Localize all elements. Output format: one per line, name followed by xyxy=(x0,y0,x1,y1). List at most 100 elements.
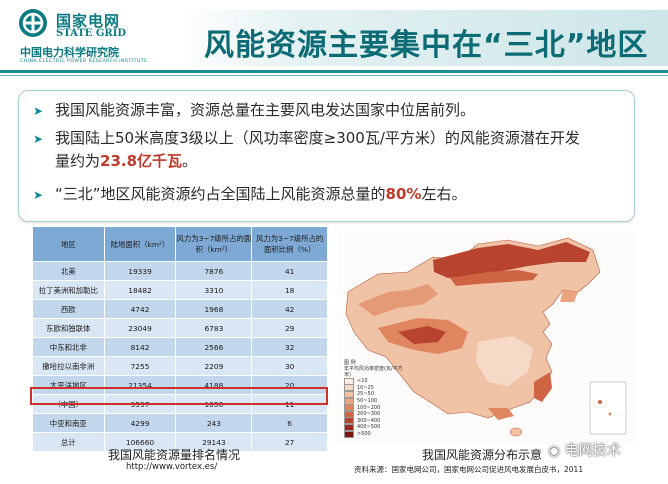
table-cell: 6 xyxy=(251,413,328,433)
table-cell: 拉丁美洲和加勒比 xyxy=(32,280,105,300)
legend-item: >500 xyxy=(344,430,408,438)
map-source: 资料来源：国家电网公司，国家电网公司促进风电发展白皮书，2011 xyxy=(354,465,584,474)
table-cell: 23049 xyxy=(103,318,177,338)
bullet-1: ➤ 我国风能资源丰富，资源总量在主要风电发达国家中位居前列。 xyxy=(33,99,475,122)
legend-label: 400~500 xyxy=(357,424,381,431)
table-cell: 8142 xyxy=(103,337,177,357)
table-cell: 27 xyxy=(251,432,328,452)
table-row: 西欧 4742 1968 42 xyxy=(32,299,328,319)
legend-swatch xyxy=(344,430,354,438)
table-cell: 总计 xyxy=(32,432,105,452)
table-cell: 18 xyxy=(251,280,328,300)
table-cell: 7876 xyxy=(175,261,253,281)
highlight-potential: 23.8亿千瓦 xyxy=(100,152,183,170)
table-cell: 西欧 xyxy=(32,299,105,319)
map-legend: 图 例 年平均风功率密度(瓦/平方米) <10 10~25 25~50 50~100 1… xyxy=(344,360,408,438)
table-cell: 东欧和独联体 xyxy=(32,318,105,338)
legend-label: 100~200 xyxy=(357,404,381,411)
bullet-arrow-icon: ➤ xyxy=(33,104,44,118)
legend-swatch xyxy=(344,377,354,385)
col-header: 风力为3~7级所占的面积比例（%） xyxy=(251,226,328,262)
legend-label: 10~25 xyxy=(357,384,374,391)
legend-label: 300~400 xyxy=(357,417,381,424)
legend-swatch xyxy=(344,423,354,431)
legend-item: 200~300 xyxy=(344,410,408,418)
china-row-highlight xyxy=(30,387,328,405)
table-cell: 19339 xyxy=(103,261,177,281)
table-row: 中亚和南亚 4299 243 6 xyxy=(32,413,328,433)
table-cell: 41 xyxy=(251,261,328,281)
legend-swatch xyxy=(344,417,354,425)
legend-swatch xyxy=(344,397,354,405)
legend-label: 50~100 xyxy=(357,398,378,405)
title-band xyxy=(180,10,668,66)
table-cell: 21354 xyxy=(103,375,177,395)
col-header: 风力为3~7级所占的面积（km²） xyxy=(175,226,253,262)
legend-item: 10~25 xyxy=(344,384,408,392)
legend-label: 200~300 xyxy=(357,411,381,418)
legend-label: <10 xyxy=(357,378,368,385)
bullet-arrow-icon: ➤ xyxy=(33,132,44,146)
state-grid-logo-icon xyxy=(19,9,47,37)
wind-resource-table: 地区 陆地面积（km²） 风力为3~7级所占的面积（km²） 风力为3~7级所占… xyxy=(32,226,328,452)
logo-cn-text: 国家电网 xyxy=(56,12,121,30)
legend-item: 25~50 xyxy=(344,390,408,398)
china-map-graphic xyxy=(338,232,636,444)
legend-label: 25~50 xyxy=(357,391,374,398)
table-cell: 2209 xyxy=(175,356,253,376)
table-cell: 106660 xyxy=(103,432,177,452)
table-cell: 32 xyxy=(251,337,328,357)
legend-item: <10 xyxy=(344,377,408,385)
map-caption: 我国风能资源分布示意 xyxy=(422,448,543,462)
header-divider-thin xyxy=(0,75,668,76)
table-cell: 4299 xyxy=(103,413,177,433)
bullet-3: ➤ “三北”地区风能资源约占全国陆上风能资源总量的80%左右。 xyxy=(33,183,466,206)
legend-item: 100~200 xyxy=(344,404,408,412)
table-cell: 3310 xyxy=(175,280,253,300)
table-cell: 中东和北非 xyxy=(32,337,105,357)
legend-swatch xyxy=(344,390,354,398)
table-cell: 撒哈拉以南非洲 xyxy=(32,356,105,376)
legend-title: 图 例 xyxy=(344,360,356,366)
table-cell: 中亚和南亚 xyxy=(32,413,105,433)
institute-name-en: CHINA ELECTRIC POWER RESEARCH INSTITUTE xyxy=(20,59,148,64)
table-row: 中东和北非 8142 2566 32 xyxy=(32,337,328,357)
table-cell: 29 xyxy=(251,318,328,338)
slide-title: 风能资源主要集中在“三北”地区 xyxy=(204,28,649,63)
table-row: 总计 106660 29143 27 xyxy=(32,432,328,452)
table-cell: 243 xyxy=(175,413,253,433)
table-row: 撒哈拉以南非洲 7255 2209 30 xyxy=(32,356,328,376)
table-cell: 1968 xyxy=(175,299,253,319)
watermark: ◉ 电网技术 xyxy=(548,443,621,459)
table-row: 拉丁美洲和加勒比 18482 3310 18 xyxy=(32,280,328,300)
table-header-row: 地区 陆地面积（km²） 风力为3~7级所占的面积（km²） 风力为3~7级所占… xyxy=(32,226,328,262)
china-wind-map: 图 例 年平均风功率密度(瓦/平方米) <10 10~25 25~50 50~100 1… xyxy=(338,232,636,444)
table-caption: 我国风能资源量排名情况 xyxy=(108,448,241,462)
col-header: 陆地面积（km²） xyxy=(103,226,177,262)
highlight-percent: 80% xyxy=(385,185,422,203)
legend-swatch xyxy=(344,384,354,392)
table-row: 东欧和独联体 23049 6783 29 xyxy=(32,318,328,338)
header-divider xyxy=(0,70,668,73)
legend-subtitle: 年平均风功率密度(瓦/平方米) xyxy=(344,366,403,378)
bullet-2: ➤ 我国陆上50米高度3级以上（风功率密度≥300瓦/平方米）的风能资源潜在开发 … xyxy=(33,129,580,170)
legend-swatch xyxy=(344,410,354,418)
table-row: 北美 19339 7876 41 xyxy=(32,261,328,281)
institute-name-cn: 中国电力科学研究院 xyxy=(20,46,119,59)
legend-item: 400~500 xyxy=(344,423,408,431)
table-cell: 29143 xyxy=(175,432,253,452)
slide-header: 国家电网 STATE GRID 中国电力科学研究院 CHINA ELECTRIC… xyxy=(0,0,668,82)
legend-item: 50~100 xyxy=(344,397,408,405)
legend-label: >500 xyxy=(357,431,371,438)
table-cell: 6783 xyxy=(175,318,253,338)
wechat-icon: ◉ xyxy=(548,443,561,459)
bullet-arrow-icon: ➤ xyxy=(33,188,44,202)
logo-en-text: STATE GRID xyxy=(56,28,127,39)
bullet-box: ➤ 我国风能资源丰富，资源总量在主要风电发达国家中位居前列。 ➤ 我国陆上50米高度… xyxy=(18,90,635,222)
state-grid-logo: 国家电网 STATE GRID xyxy=(18,8,188,70)
table-cell: 7255 xyxy=(103,356,177,376)
table-cell: 18482 xyxy=(103,280,177,300)
table-cell: 30 xyxy=(251,356,328,376)
source-url: http://www.vortex.es/ xyxy=(126,462,218,472)
table-cell: 2566 xyxy=(175,337,253,357)
